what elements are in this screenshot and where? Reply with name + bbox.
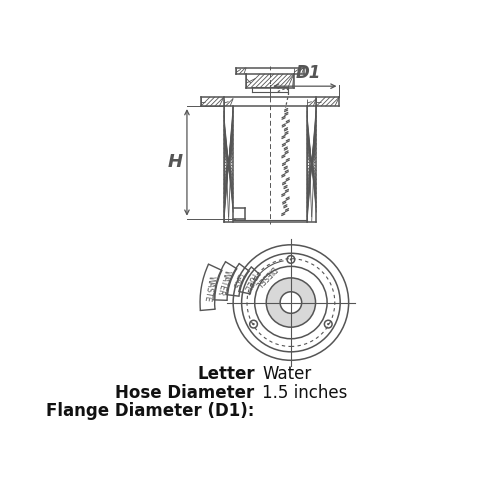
Text: 1.5 inches: 1.5 inches [262, 384, 348, 402]
Text: FUEL: FUEL [240, 270, 257, 291]
Text: Hose Diameter: Hose Diameter [116, 384, 254, 402]
Circle shape [327, 323, 330, 326]
Text: WATER: WATER [216, 268, 232, 296]
Text: Flange Diameter (D1):: Flange Diameter (D1): [46, 402, 255, 420]
Circle shape [280, 292, 301, 314]
Text: WASTE: WASTE [202, 274, 215, 302]
Text: H: H [167, 154, 182, 172]
Circle shape [290, 258, 292, 260]
Text: GAS: GAS [230, 272, 244, 289]
Circle shape [266, 278, 316, 327]
Circle shape [252, 323, 254, 326]
Text: DIESEL: DIESEL [252, 264, 277, 288]
Text: Water: Water [262, 365, 312, 383]
Text: D1: D1 [296, 64, 321, 82]
Text: Letter: Letter [197, 365, 254, 383]
